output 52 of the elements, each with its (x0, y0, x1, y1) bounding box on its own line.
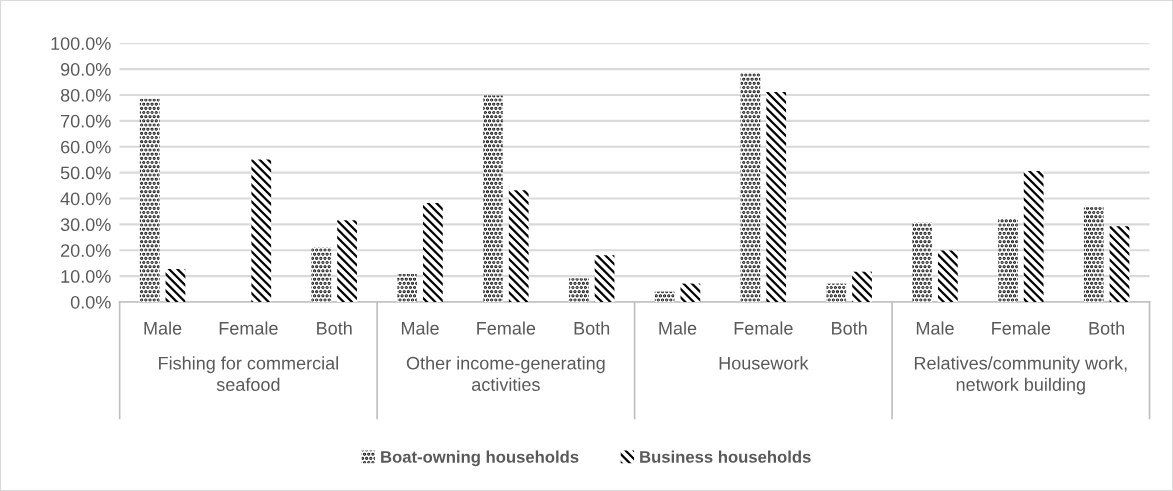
legend-label: Boat-owning households (381, 450, 579, 467)
x-tick-label: Male (401, 321, 439, 335)
y-tick-label: 10.0% (61, 270, 111, 283)
bar (139, 98, 160, 302)
y-tick-label: 90.0% (60, 63, 111, 76)
bar (311, 247, 332, 302)
bar (740, 72, 761, 302)
text: Relatives/community work, network building (914, 356, 1127, 395)
x-tick-label: Both (317, 321, 352, 335)
bar (508, 190, 529, 302)
text: Fishing for commercial seafood (159, 356, 338, 391)
text: Housework (719, 356, 809, 370)
y-tick-label: 60.0% (61, 140, 111, 154)
bar (251, 159, 272, 302)
x-tick-label: Female (219, 321, 278, 335)
bar (594, 255, 615, 302)
bar (654, 291, 675, 302)
x-tick-label: Male (659, 321, 697, 335)
bar (937, 250, 958, 302)
bar (165, 269, 186, 302)
y-tick-label: 80.0% (60, 88, 111, 102)
x-tick-label: Male (144, 321, 182, 335)
bar (1109, 226, 1130, 302)
bar (568, 278, 589, 302)
bar (912, 222, 932, 302)
text: Other income-generating activities (406, 356, 605, 391)
y-tick-label: 100.0% (51, 37, 111, 50)
bar (423, 203, 443, 302)
bar (826, 283, 847, 302)
y-tick-label: 70.0% (61, 114, 111, 128)
bar (680, 283, 701, 302)
x-tick-label: Both (832, 321, 867, 335)
x-tick-label: Both (574, 321, 610, 335)
bar (852, 271, 872, 302)
y-tick-label: 0.0% (70, 295, 111, 309)
x-tick-label: Female (992, 321, 1051, 335)
y-tick-label: 20.0% (61, 244, 111, 257)
bar (998, 218, 1018, 302)
x-tick-label: Male (916, 321, 954, 335)
x-tick-label: Female (477, 321, 536, 335)
y-tick-label: 50.0% (60, 166, 111, 180)
legend-label: Business households (640, 450, 811, 463)
bar (766, 92, 787, 302)
x-tick-label: Female (734, 321, 793, 335)
bar (1023, 171, 1044, 302)
bar (1083, 207, 1104, 302)
y-tick-label: 40.0% (60, 192, 111, 206)
x-tick-label: Both (1089, 321, 1125, 335)
y-tick-label: 30.0% (60, 218, 111, 232)
bar (337, 220, 357, 302)
bar (483, 95, 503, 302)
bar (397, 274, 418, 302)
